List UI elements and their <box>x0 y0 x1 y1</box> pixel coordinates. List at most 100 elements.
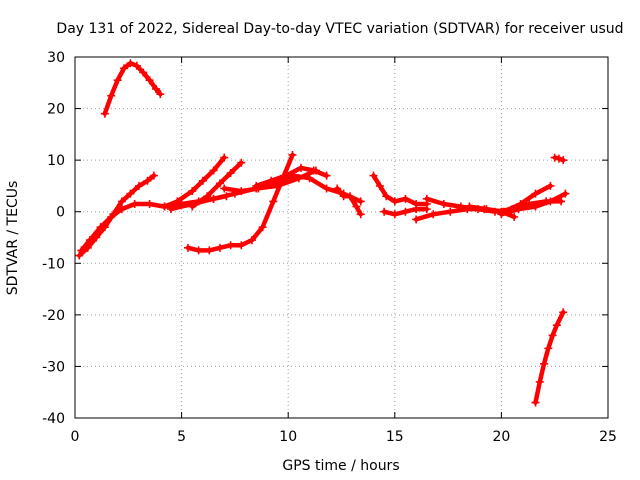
data-point <box>559 308 568 317</box>
data-point <box>188 199 197 208</box>
data-point <box>531 202 540 211</box>
axis-ticks: 0 5 10 15 20 25 -40 -30 -20 -10 0 10 20 30 <box>42 50 617 445</box>
y-tick-label: 20 <box>47 102 65 118</box>
data-point <box>156 90 165 99</box>
data-point <box>548 331 557 340</box>
data-point <box>352 202 361 211</box>
x-tick-label: 25 <box>599 429 617 445</box>
plot-frame <box>74 56 609 419</box>
x-tick-label: 0 <box>71 429 80 445</box>
data-point <box>456 202 465 211</box>
data-point <box>497 210 506 219</box>
data-point <box>412 205 421 214</box>
data-point <box>346 192 355 201</box>
data-point <box>322 184 331 193</box>
data-point <box>113 76 122 85</box>
data-point <box>247 236 256 245</box>
data-point <box>100 109 109 118</box>
y-tick-label: -10 <box>42 256 65 272</box>
y-tick-label: -40 <box>42 411 65 427</box>
data-point <box>215 179 224 188</box>
data-point <box>75 251 84 260</box>
data-point <box>269 197 278 206</box>
data-point <box>531 398 540 407</box>
series-trace-arc-1 <box>102 60 163 116</box>
data-point <box>356 210 365 219</box>
data-point <box>390 197 399 206</box>
data-point <box>117 205 126 214</box>
data-point <box>296 163 305 172</box>
data-point <box>226 169 235 178</box>
data-point <box>356 197 365 206</box>
data-point <box>422 205 431 214</box>
data-point <box>145 199 154 208</box>
data-point <box>550 153 559 162</box>
data-point <box>546 181 555 190</box>
data-point <box>535 377 544 386</box>
data-point <box>237 241 246 250</box>
data-point <box>139 68 148 77</box>
data-point <box>160 202 169 211</box>
data-point <box>107 91 116 100</box>
data-point <box>96 223 105 232</box>
data-point <box>531 189 540 198</box>
data-point <box>183 243 192 252</box>
data-point <box>198 176 207 185</box>
data-points <box>75 59 570 407</box>
y-tick-label: 0 <box>56 205 65 221</box>
data-point <box>429 210 438 219</box>
chart-title: Day 131 of 2022, Sidereal Day-to-day VTE… <box>56 21 623 37</box>
data-point <box>145 76 154 85</box>
data-point <box>77 246 86 255</box>
data-point <box>309 166 318 175</box>
data-point <box>401 207 410 216</box>
data-point <box>401 194 410 203</box>
series-trace-arc-9 <box>253 165 329 189</box>
data-point <box>209 194 218 203</box>
data-point <box>173 197 182 206</box>
data-point <box>382 192 391 201</box>
data-point <box>561 189 570 198</box>
y-tick-label: 30 <box>47 50 65 66</box>
grid <box>75 57 608 418</box>
data-point <box>166 205 175 214</box>
x-tick-label: 10 <box>279 429 297 445</box>
data-point <box>149 171 158 180</box>
data-point <box>369 171 378 180</box>
data-point <box>422 194 431 203</box>
data-point <box>126 189 135 198</box>
data-point <box>237 158 246 167</box>
data-point <box>482 205 491 214</box>
data-point <box>446 207 455 216</box>
data-point <box>282 171 291 180</box>
data-point <box>544 344 553 353</box>
data-point <box>305 174 314 183</box>
data-point <box>126 59 135 68</box>
data-point <box>215 243 224 252</box>
data-point <box>143 176 152 185</box>
data-point <box>412 215 421 224</box>
data-point <box>439 199 448 208</box>
x-tick-label: 5 <box>177 429 186 445</box>
series-trace-arc-4 <box>162 155 227 209</box>
x-axis-label: GPS time / hours <box>282 458 399 474</box>
data-point <box>220 184 229 193</box>
data-point <box>85 236 94 245</box>
data-point <box>390 210 399 219</box>
data-point <box>333 184 342 193</box>
data-point <box>267 176 276 185</box>
data-point <box>540 359 549 368</box>
data-point <box>322 171 331 180</box>
data-point <box>226 241 235 250</box>
data-point <box>557 197 566 206</box>
y-axis-label: SDTVAR / TECUs <box>5 181 21 296</box>
data-point <box>514 205 523 214</box>
data-point <box>288 150 297 159</box>
data-point <box>465 202 474 211</box>
x-tick-label: 20 <box>492 429 510 445</box>
data-point <box>107 212 116 221</box>
data-point <box>188 187 197 196</box>
data-point <box>117 197 126 206</box>
